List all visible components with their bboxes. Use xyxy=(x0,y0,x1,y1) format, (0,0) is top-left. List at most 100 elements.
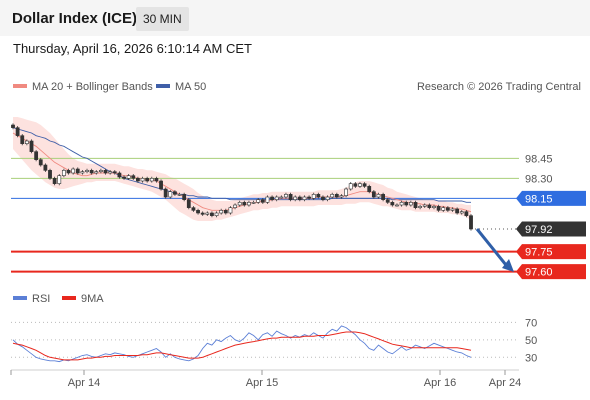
rsi-legend: RSI 9MA xyxy=(13,293,104,305)
candle xyxy=(321,195,325,202)
candle xyxy=(103,168,108,175)
candle xyxy=(362,182,367,188)
candle xyxy=(418,204,423,210)
price-labels: 98.45 98.30 98.15 97.75 97.60 97.92 xyxy=(516,153,586,280)
candle xyxy=(316,192,321,199)
candle xyxy=(20,134,25,146)
candle xyxy=(223,208,228,215)
x-axis: Apr 14 Apr 15 Apr 16 Apr 24 xyxy=(10,370,521,389)
level-label-97.60: 97.60 xyxy=(525,267,553,279)
rsi-9ma-line xyxy=(12,331,472,361)
rsi-tick-70: 70 xyxy=(525,317,537,329)
candle xyxy=(265,195,270,204)
legend-swatch-ma20 xyxy=(13,84,27,88)
support-resistance-levels xyxy=(11,157,519,273)
candle xyxy=(334,192,339,199)
header-bar: Dollar Index (ICE) 30 MIN xyxy=(0,0,590,36)
level-tag-98.15 xyxy=(516,190,586,206)
level-label-98.30: 98.30 xyxy=(525,173,553,185)
candle xyxy=(288,192,293,202)
rsi-tick-50: 50 xyxy=(525,335,537,347)
candle xyxy=(131,174,136,180)
x-label-Apr-14: Apr 14 xyxy=(68,377,100,389)
candle xyxy=(247,200,251,207)
legend-label-rsi: RSI xyxy=(32,293,50,305)
instrument-title: Dollar Index (ICE) xyxy=(12,10,138,27)
candle xyxy=(122,175,126,180)
candle xyxy=(61,168,66,178)
candle xyxy=(469,214,473,231)
legend-swatch-rsi xyxy=(13,296,27,300)
candle xyxy=(358,182,362,188)
candle xyxy=(325,195,330,202)
candle xyxy=(422,203,427,208)
candle xyxy=(112,170,117,175)
candle xyxy=(200,211,205,216)
candle xyxy=(149,176,154,183)
candlesticks xyxy=(11,123,473,231)
candle xyxy=(85,168,89,174)
candle xyxy=(94,170,99,175)
candle xyxy=(270,195,274,202)
candle xyxy=(381,192,386,202)
candle xyxy=(408,200,413,207)
x-label-Apr-24: Apr 24 xyxy=(489,377,521,389)
candle xyxy=(385,198,390,204)
candle xyxy=(48,168,52,180)
level-tag-97.75 xyxy=(516,244,586,260)
main-legend: MA 20 + Bollinger Bands MA 50 Research ©… xyxy=(13,81,581,93)
candle xyxy=(108,170,113,175)
candle xyxy=(242,200,247,207)
current-price-label: 97.92 xyxy=(525,224,553,236)
candle xyxy=(367,184,372,194)
candle xyxy=(168,190,173,199)
candle xyxy=(29,139,34,154)
candle xyxy=(371,190,376,199)
candle xyxy=(339,194,344,199)
candle xyxy=(302,195,307,202)
candle xyxy=(413,200,418,210)
candle xyxy=(196,208,200,215)
candle xyxy=(66,168,71,175)
candle xyxy=(311,192,316,200)
candle xyxy=(455,207,460,215)
candle xyxy=(34,150,39,162)
candle xyxy=(71,167,76,175)
candle xyxy=(260,198,265,204)
candle xyxy=(205,211,210,216)
candle xyxy=(233,203,237,210)
level-label-97.75: 97.75 xyxy=(525,247,553,259)
candle xyxy=(353,182,358,188)
x-label-Apr-16: Apr 16 xyxy=(424,377,456,389)
candle xyxy=(436,204,441,212)
candle xyxy=(441,206,446,212)
candle xyxy=(427,203,432,210)
x-label-Apr-15: Apr 15 xyxy=(246,377,278,389)
candle xyxy=(145,176,150,183)
legend-swatch-9ma xyxy=(62,296,76,300)
candle xyxy=(140,176,145,183)
candle xyxy=(214,211,219,218)
forecast-arrow xyxy=(475,228,514,272)
ma20-line xyxy=(12,132,472,213)
candle xyxy=(117,171,122,179)
candle xyxy=(43,163,48,172)
candle xyxy=(256,198,261,204)
candle xyxy=(219,208,224,215)
candle xyxy=(89,168,94,175)
candle xyxy=(376,192,381,199)
candle xyxy=(399,200,404,207)
credit-text: Research © 2026 Trading Central xyxy=(417,81,581,93)
candle xyxy=(159,179,163,191)
candle xyxy=(154,176,159,183)
candle xyxy=(228,206,233,215)
candle xyxy=(348,182,353,191)
legend-label-ma50: MA 50 xyxy=(175,81,206,93)
candle xyxy=(38,158,43,167)
candle xyxy=(284,192,288,199)
candle xyxy=(15,126,20,138)
candle xyxy=(163,187,168,199)
timeframe-badge[interactable]: 30 MIN xyxy=(136,7,189,31)
